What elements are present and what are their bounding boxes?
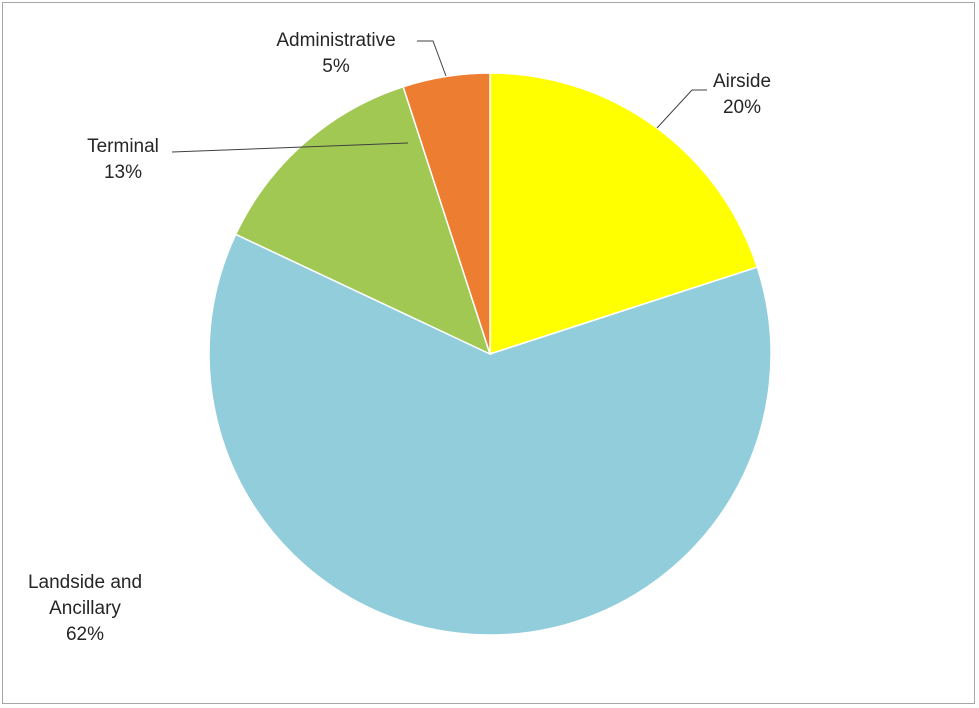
pie-slice-terminal: [234, 85, 492, 356]
pie-slice-administrative: [402, 72, 491, 355]
data-label: Administrative 5%: [276, 30, 395, 77]
leader-lines: [171, 40, 707, 153]
data-label-name: Administrative: [276, 30, 395, 51]
data-label-value: 62%: [66, 624, 104, 645]
data-label: Terminal 13%: [87, 136, 159, 183]
data-label-name: Airside: [713, 71, 771, 92]
leader-line: [171, 142, 409, 153]
data-label-name: Landside and: [28, 572, 142, 593]
data-label-value: 13%: [104, 162, 142, 183]
data-label-value: 5%: [322, 56, 350, 77]
data-label-name: Ancillary: [49, 598, 121, 619]
data-label: Landside and Ancillary 62%: [28, 572, 142, 645]
leader-line: [417, 40, 447, 77]
pie-slice-landside-and-ancillary: [208, 233, 772, 636]
data-label-name: Terminal: [87, 136, 159, 157]
pie-slice-airside: [489, 72, 759, 356]
data-label: Airside 20%: [713, 71, 771, 118]
data-label-value: 20%: [723, 97, 761, 118]
leader-line: [656, 89, 707, 129]
pie-slices: [208, 72, 772, 636]
data-labels: Airside 20% Landside and Ancillary 62% Termin…: [28, 30, 771, 645]
